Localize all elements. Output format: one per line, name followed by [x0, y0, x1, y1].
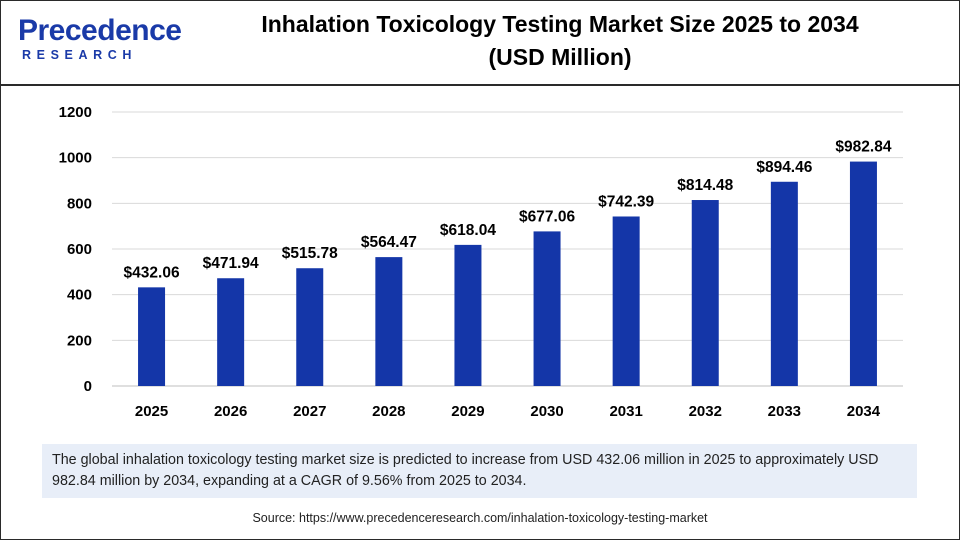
bar [612, 216, 640, 386]
y-tick-label: 800 [67, 195, 92, 212]
x-tick-label: 2030 [530, 403, 563, 420]
y-tick-label: 1200 [59, 104, 92, 121]
logo-wordmark: Precedence [18, 14, 182, 47]
x-tick-label: 2026 [214, 403, 247, 420]
chart-title: Inhalation Toxicology Testing Market Siz… [180, 8, 940, 74]
x-tick-label: 2034 [847, 403, 881, 420]
data-label: $471.94 [203, 255, 259, 272]
x-tick-label: 2029 [451, 403, 484, 420]
bar [533, 231, 561, 386]
x-tick-label: 2033 [768, 403, 801, 420]
y-tick-label: 1000 [59, 150, 92, 167]
chart-title-line1: Inhalation Toxicology Testing Market Siz… [261, 11, 859, 37]
bar [849, 161, 877, 386]
data-label: $982.84 [835, 139, 891, 156]
bar [770, 181, 798, 386]
summary-note: The global inhalation toxicology testing… [42, 444, 917, 498]
bar [138, 287, 166, 386]
data-label: $814.48 [677, 177, 733, 194]
data-label: $894.46 [756, 159, 812, 176]
bar-chart: 0 200 400 600 800 1000 1200 $432.06 2025 $471.94 2… [59, 104, 903, 420]
x-tick-label: 2028 [372, 403, 405, 420]
data-label: $742.39 [598, 193, 654, 210]
bar [375, 257, 403, 386]
x-tick-label: 2025 [135, 403, 168, 420]
bar [691, 200, 719, 386]
data-label: $564.47 [361, 234, 417, 251]
brand-logo: Precedence RESEARCH [18, 14, 182, 70]
data-label: $618.04 [440, 222, 496, 239]
bar [296, 268, 324, 386]
bar [217, 278, 245, 386]
x-tick-label: 2032 [689, 403, 722, 420]
y-tick-label: 400 [67, 287, 92, 304]
data-label: $432.06 [124, 264, 180, 281]
y-tick-label: 600 [67, 241, 92, 258]
bar [454, 244, 482, 386]
y-tick-label: 200 [67, 332, 92, 349]
logo-subtitle: RESEARCH [22, 48, 137, 62]
y-tick-label: 0 [84, 378, 92, 395]
x-tick-label: 2027 [293, 403, 326, 420]
data-label: $677.06 [519, 208, 575, 225]
x-tick-label: 2031 [609, 403, 642, 420]
chart-title-line2: (USD Million) [488, 44, 632, 70]
source-text: Source: https://www.precedenceresearch.c… [252, 511, 708, 525]
header: Precedence RESEARCH Inhalation Toxicolog… [0, 0, 960, 86]
data-label: $515.78 [282, 245, 338, 262]
